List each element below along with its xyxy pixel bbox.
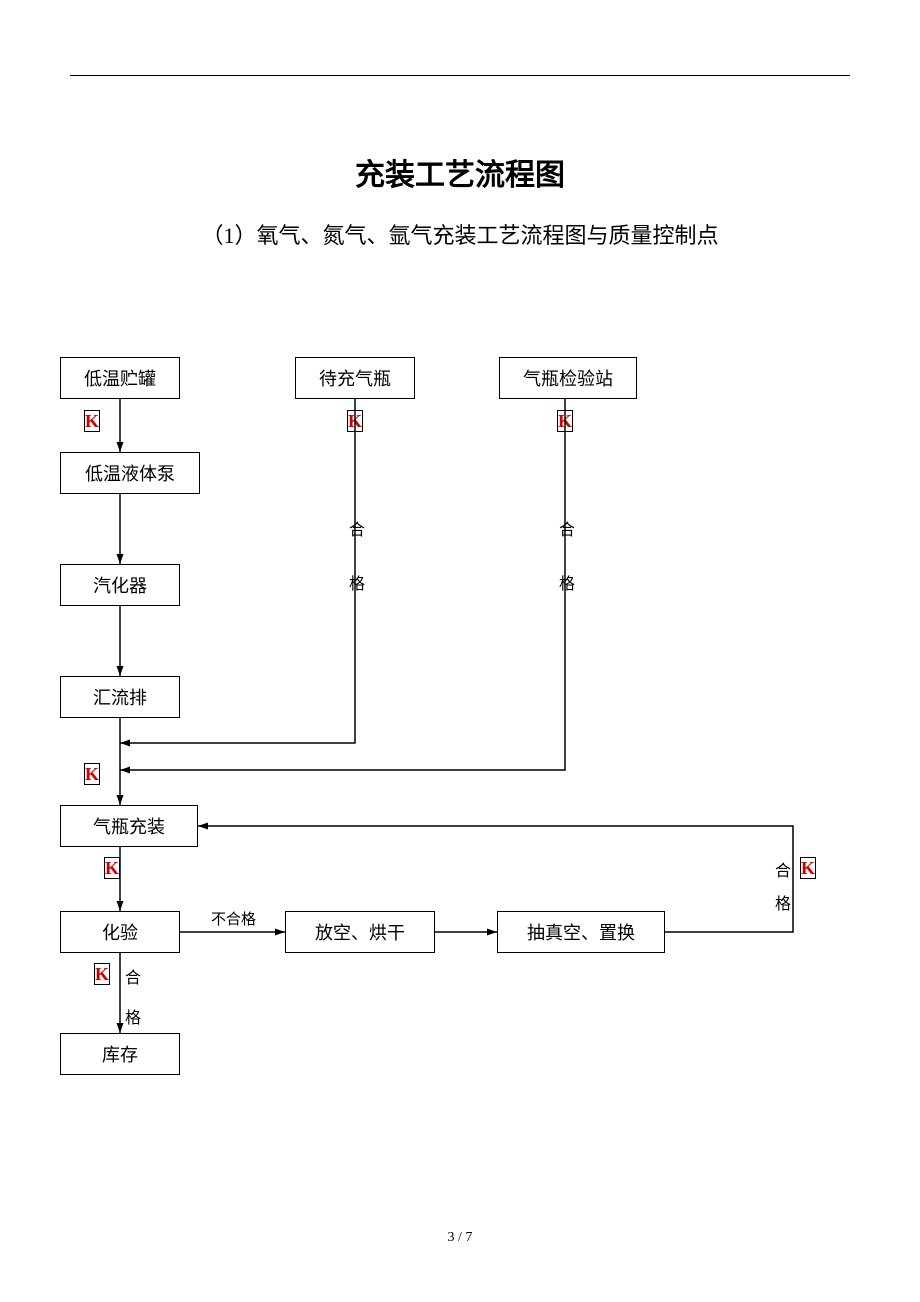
control-point-k5: K <box>104 857 120 879</box>
page-number: 3 / 7 <box>0 1230 920 1246</box>
control-point-k6: K <box>94 963 110 985</box>
label-pass-cylinder-he: 合 <box>349 516 365 540</box>
node-low-temp-tank: 低温贮罐 <box>60 357 180 399</box>
control-point-k2: K <box>347 410 363 432</box>
node-storage: 库存 <box>60 1033 180 1075</box>
label-pass-inspect-he: 合 <box>559 516 575 540</box>
arrowhead-a_test_vent <box>275 929 285 936</box>
top-rule <box>70 75 850 76</box>
node-vent-dry: 放空、烘干 <box>285 911 435 953</box>
arrowhead-a_insp_merge <box>120 767 130 774</box>
arrowhead-a_test_store <box>117 1023 124 1033</box>
arrowhead-a_vent_vac <box>487 929 497 936</box>
node-manifold: 汇流排 <box>60 676 180 718</box>
node-cylinder-to-fill: 待充气瓶 <box>295 357 415 399</box>
label-pass-test-he: 合 <box>125 964 141 988</box>
control-point-k7: K <box>800 857 816 879</box>
arrowhead-a_tank_pump <box>117 442 124 452</box>
node-cylinder-filling: 气瓶充装 <box>60 805 198 847</box>
arrowhead-a_vac_fill <box>198 823 208 830</box>
arrowhead-a_fill_test <box>117 901 124 911</box>
page-title: 充装工艺流程图 <box>0 150 920 194</box>
node-vaporizer: 汽化器 <box>60 564 180 606</box>
arrowhead-a_pump_vap <box>117 554 124 564</box>
node-cylinder-inspection: 气瓶检验站 <box>499 357 637 399</box>
page-subtitle: （1）氧气、氮气、氩气充装工艺流程图与质量控制点 <box>0 218 920 250</box>
arrowhead-a_man_down <box>117 795 124 805</box>
label-pass-vacuum-ge: 格 <box>775 890 791 914</box>
node-vacuum-replace: 抽真空、置换 <box>497 911 665 953</box>
label-pass-inspect-ge: 格 <box>559 570 575 594</box>
arrowhead-a_cyl_merge <box>120 740 130 747</box>
control-point-k4: K <box>84 763 100 785</box>
arrowhead-a_vap_man <box>117 666 124 676</box>
node-lab-test: 化验 <box>60 911 180 953</box>
page: 充装工艺流程图 （1）氧气、氮气、氩气充装工艺流程图与质量控制点 低温贮罐 待充… <box>0 0 920 1302</box>
control-point-k3: K <box>557 410 573 432</box>
label-pass-cylinder-ge: 格 <box>349 570 365 594</box>
node-cryo-pump: 低温液体泵 <box>60 452 200 494</box>
label-pass-vacuum-he: 合 <box>775 857 791 881</box>
label-pass-test-ge: 格 <box>125 1004 141 1028</box>
control-point-k1: K <box>84 410 100 432</box>
flowchart-arrows <box>0 0 920 1302</box>
label-fail: 不合格 <box>211 908 256 929</box>
